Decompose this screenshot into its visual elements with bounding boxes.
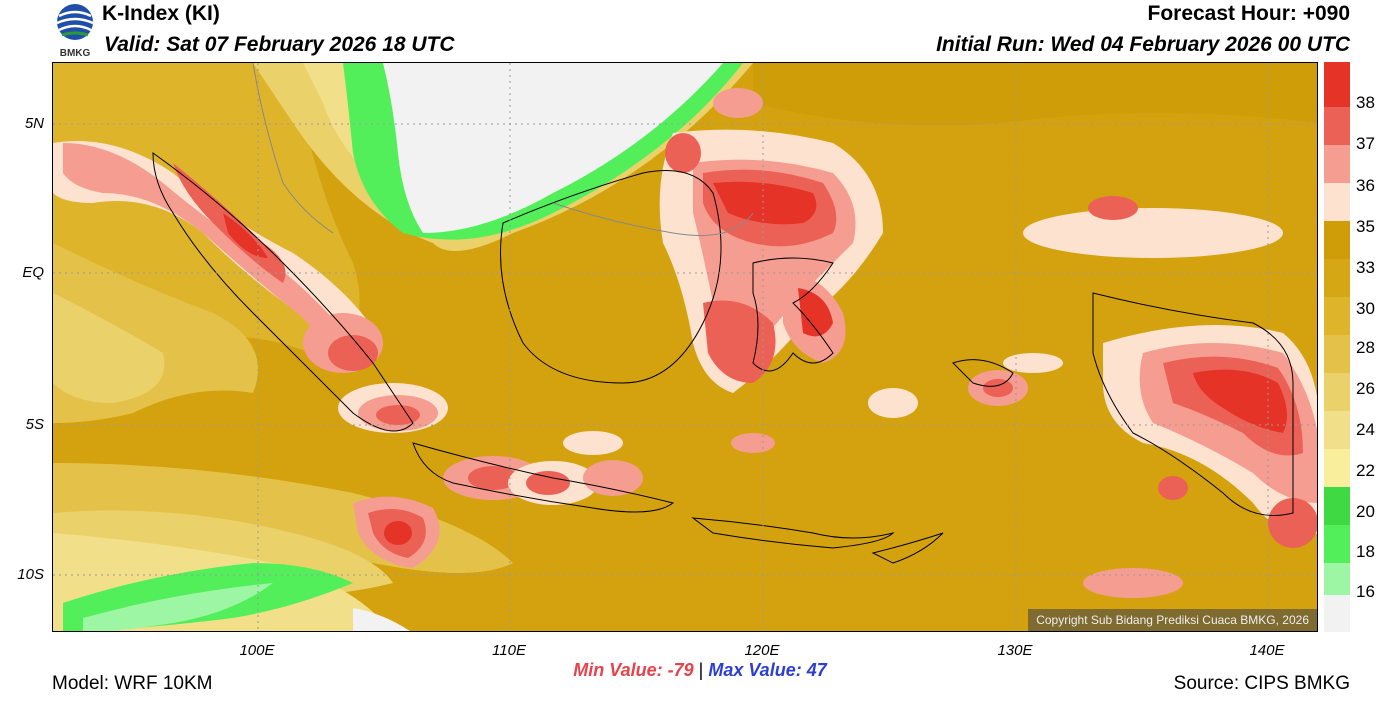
max-value: 47 [806, 660, 827, 680]
colorbar-seg [1324, 297, 1350, 335]
colorbar-label: 26 [1356, 379, 1375, 398]
colorbar-seg [1324, 487, 1350, 525]
model-label: Model: WRF 10KM [52, 673, 213, 694]
colorbar-seg [1324, 145, 1350, 183]
colorbar-seg [1324, 373, 1350, 411]
colorbar [1324, 62, 1350, 632]
colorbar-seg [1324, 595, 1350, 632]
lat-label-5n: 5N [24, 115, 44, 132]
min-max-values: Min Value: -79 | Max Value: 47 [0, 660, 1400, 681]
colorbar-seg [1324, 259, 1350, 297]
colorbar-seg [1324, 107, 1350, 145]
max-label: Max Value: [708, 660, 802, 680]
initial-run: Initial Run: Wed 04 February 2026 00 UTC [936, 33, 1350, 56]
colorbar-seg [1324, 62, 1350, 107]
valid-time: Valid: Sat 07 February 2026 18 UTC [104, 33, 455, 56]
colorbar-label: 38 [1356, 93, 1375, 112]
lon-label-120e: 120E [744, 642, 780, 659]
min-label: Min Value: [573, 660, 663, 680]
colorbar-label: 35 [1356, 217, 1375, 236]
lat-label-10s: 10S [17, 566, 44, 583]
colorbar-label: 18 [1356, 542, 1375, 561]
colorbar-seg [1324, 335, 1350, 373]
copyright-notice: Copyright Sub Bidang Prediksi Cuaca BMKG… [1028, 609, 1317, 631]
page-title: K-Index (KI) [102, 2, 220, 25]
forecast-hour: Forecast Hour: +090 [1147, 2, 1351, 25]
lon-label-130e: 130E [997, 642, 1033, 659]
min-value: -79 [667, 660, 694, 680]
colorbar-label: 22 [1356, 461, 1375, 480]
colorbar-seg [1324, 525, 1350, 563]
lon-label-100e: 100E [239, 642, 275, 659]
colorbar-seg [1324, 411, 1350, 449]
lat-label-5s: 5S [25, 416, 44, 433]
colorbar-label: 37 [1356, 134, 1375, 153]
colorbar-label: 33 [1356, 258, 1375, 277]
lat-label-eq: EQ [22, 264, 44, 281]
lon-label-140e: 140E [1249, 642, 1285, 659]
k-index-map: Copyright Sub Bidang Prediksi Cuaca BMKG… [52, 62, 1318, 632]
colorbar-seg [1324, 221, 1350, 259]
colorbar-label: 28 [1356, 338, 1375, 357]
minmax-separator: | [698, 660, 704, 680]
colorbar-label: 30 [1356, 299, 1375, 318]
colorbar-label: 24 [1356, 420, 1375, 439]
source-label: Source: CIPS BMKG [1173, 673, 1350, 694]
logo-text: BMKG [59, 48, 91, 59]
colorbar-seg [1324, 183, 1350, 221]
colorbar-label: 36 [1356, 176, 1375, 195]
colorbar-label: 16 [1356, 582, 1375, 601]
bmkg-logo: BMKG [52, 2, 98, 60]
lon-label-110e: 110E [492, 642, 526, 659]
colorbar-seg [1324, 563, 1350, 595]
colorbar-seg [1324, 449, 1350, 487]
colorbar-label: 20 [1356, 502, 1375, 521]
